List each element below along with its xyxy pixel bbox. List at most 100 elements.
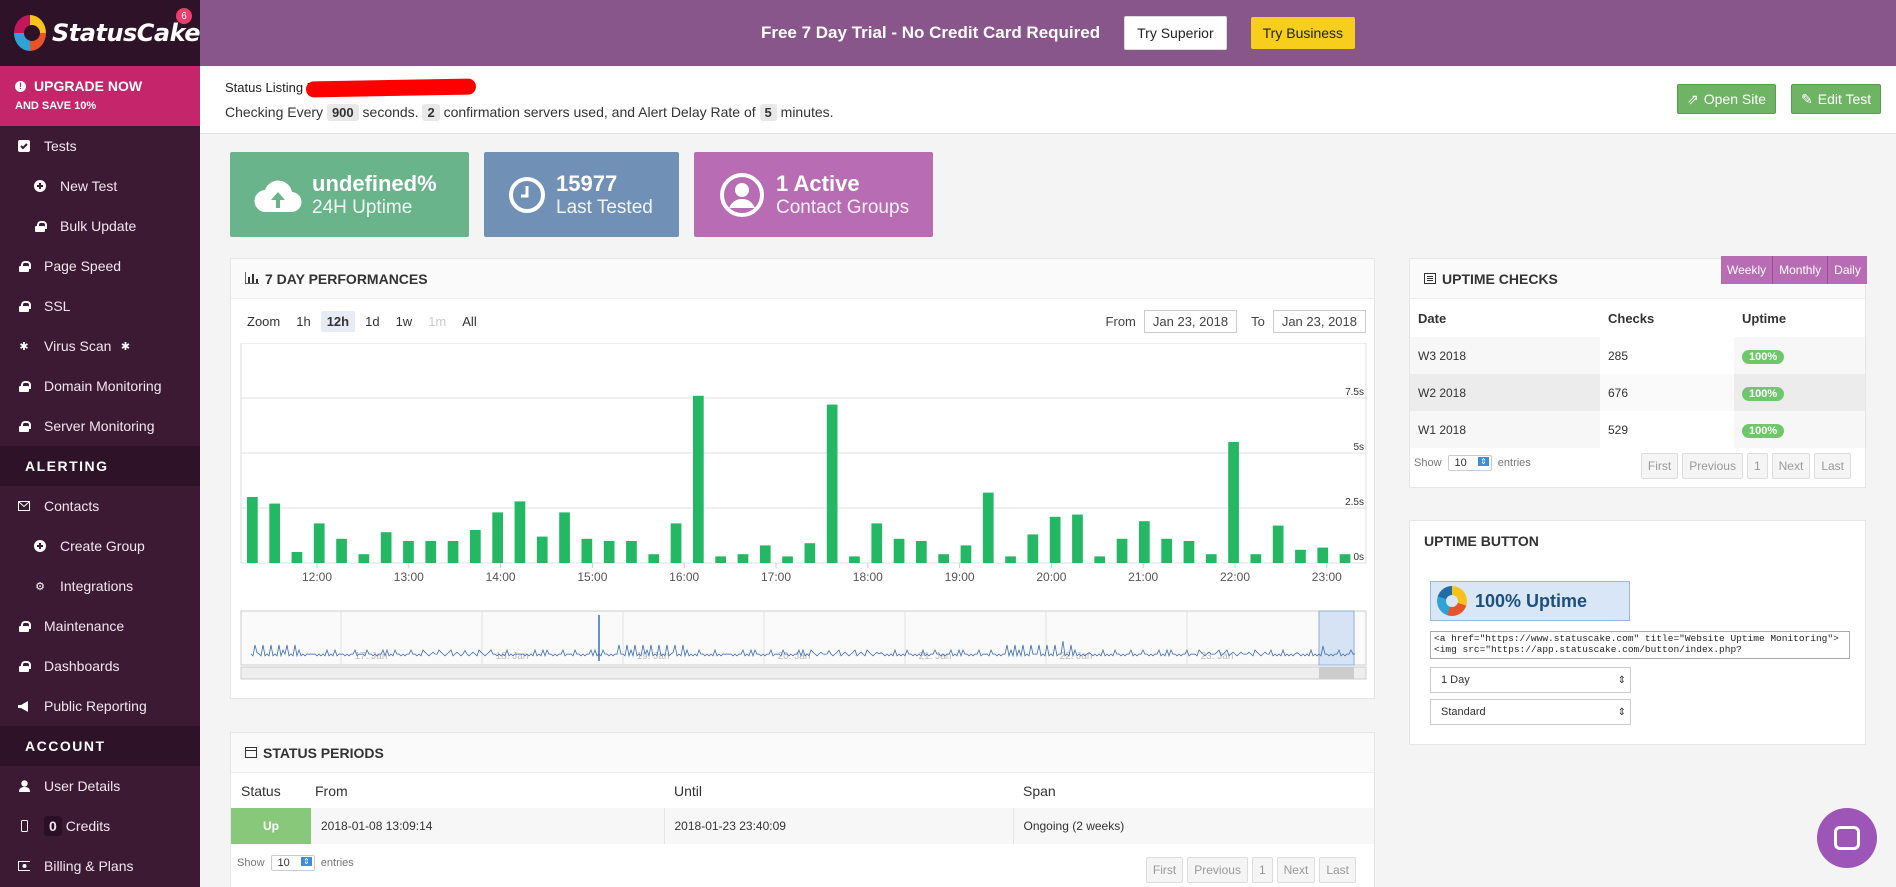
- bar: [1139, 521, 1150, 563]
- zoom-12h-button[interactable]: 12h: [320, 311, 356, 332]
- sidebar-item-tests[interactable]: Tests: [0, 126, 200, 166]
- bullhorn-icon: [18, 700, 30, 712]
- open-site-button[interactable]: ⇗ Open Site: [1677, 84, 1776, 114]
- bar: [1250, 554, 1262, 563]
- bar: [1272, 525, 1284, 563]
- logo[interactable]: StatusCake 6: [0, 0, 201, 66]
- navigator-series-line: [250, 640, 1356, 658]
- x-tick-label: 20:00: [1036, 570, 1066, 584]
- zoom-1d-button[interactable]: 1d: [365, 314, 380, 329]
- sidebar-item-page-speed[interactable]: Page Speed: [0, 246, 200, 286]
- sidebar-item-domain-monitoring[interactable]: Domain Monitoring: [0, 366, 200, 406]
- column-header-span[interactable]: Span: [1023, 782, 1056, 799]
- column-header-date[interactable]: Date: [1418, 310, 1447, 326]
- sidebar-item-contacts[interactable]: Contacts: [0, 486, 200, 526]
- entries-select[interactable]: 10 ⇕: [1447, 455, 1492, 471]
- bar: [804, 543, 816, 563]
- try-superior-button[interactable]: Try Superior: [1124, 16, 1227, 50]
- x-tick-label: 22:00: [1220, 570, 1250, 584]
- uptime-button-panel: UPTIME BUTTON 100% Uptime <a href="https…: [1409, 520, 1866, 745]
- embed-code-textarea[interactable]: <a href="https://www.statuscake.com" tit…: [1430, 631, 1850, 659]
- from-date-input[interactable]: Jan 23, 2018: [1143, 310, 1238, 333]
- uptime-checks-table: Date Checks Uptime W3 2018 285 100% W2 2…: [1410, 299, 1865, 448]
- y-tick-label: 7.5s: [1345, 387, 1364, 398]
- column-header-from[interactable]: From: [315, 782, 348, 799]
- sidebar-item-dashboards[interactable]: Dashboards: [0, 646, 200, 686]
- sidebar-item-credits[interactable]: 0 Credits: [0, 806, 200, 846]
- zoom-1m-button[interactable]: 1m: [428, 314, 447, 329]
- bar: [938, 554, 950, 563]
- date-cell: W2 2018: [1418, 385, 1467, 400]
- to-label: To: [1251, 314, 1265, 329]
- bar: [648, 554, 660, 563]
- bar: [1295, 549, 1306, 563]
- page-1-button[interactable]: 1: [1251, 857, 1273, 883]
- last-page-button[interactable]: Last: [1319, 857, 1356, 883]
- sidebar-item-create-group[interactable]: Create Group: [0, 526, 200, 566]
- sidebar-item-label: Dashboards: [44, 658, 120, 674]
- entries-value: 10: [1454, 457, 1467, 469]
- bar: [470, 530, 481, 563]
- chat-launcher-button[interactable]: [1817, 808, 1877, 868]
- previous-page-button[interactable]: Previous: [1187, 857, 1248, 883]
- check-summary: Checking Every 900 seconds. 2 confirmati…: [225, 104, 834, 121]
- badge-text: 100% Uptime: [1475, 590, 1588, 611]
- zoom-1w-button[interactable]: 1w: [395, 314, 413, 329]
- sidebar-item-billing[interactable]: Billing & Plans: [0, 846, 200, 886]
- column-header-checks[interactable]: Checks: [1608, 310, 1655, 326]
- sidebar-item-public-reporting[interactable]: Public Reporting: [0, 686, 200, 726]
- first-page-button[interactable]: First: [1145, 857, 1184, 883]
- show-label: Show: [1414, 457, 1442, 469]
- period-select[interactable]: 1 Day: [1430, 667, 1631, 693]
- uptime-badge: 100%: [1742, 423, 1785, 438]
- column-header-until[interactable]: Until: [674, 782, 703, 799]
- servers-value: 2: [422, 104, 440, 121]
- last-page-button[interactable]: Last: [1814, 453, 1851, 479]
- page-1-button[interactable]: 1: [1746, 453, 1768, 479]
- lock-icon: [18, 260, 31, 272]
- entries-select[interactable]: 10 ⇕: [270, 855, 315, 871]
- sidebar-item-label: Maintenance: [44, 618, 125, 634]
- try-business-button[interactable]: Try Business: [1250, 17, 1356, 49]
- performance-title: 7 DAY PERFORMANCES: [265, 270, 428, 287]
- next-page-button[interactable]: Next: [1276, 857, 1316, 883]
- sidebar-item-server-monitoring[interactable]: Server Monitoring: [0, 406, 200, 446]
- chat-icon: [1834, 826, 1860, 850]
- sidebar-item-integrations[interactable]: ⚙ Integrations: [0, 566, 200, 606]
- sidebar-item-maintenance[interactable]: Maintenance: [0, 606, 200, 646]
- first-page-button[interactable]: First: [1640, 453, 1679, 479]
- alert-icon: !: [15, 80, 26, 92]
- x-tick-label: 18:00: [853, 570, 883, 584]
- user-icon: [18, 780, 30, 792]
- zoom-all-button[interactable]: All: [462, 314, 477, 329]
- column-header-uptime[interactable]: Uptime: [1742, 310, 1787, 326]
- sidebar-item-ssl[interactable]: SSL: [0, 286, 200, 326]
- notification-badge[interactable]: 6: [176, 8, 192, 24]
- to-date-input[interactable]: Jan 23, 2018: [1272, 310, 1366, 333]
- sidebar-item-user-details[interactable]: User Details: [0, 766, 200, 806]
- previous-page-button[interactable]: Previous: [1682, 453, 1743, 479]
- status-periods-panel: STATUS PERIODS Status From Until Span Up…: [230, 732, 1375, 887]
- navigator-label: 23. Jan: [1201, 651, 1234, 662]
- sidebar-item-virus-scan[interactable]: ✱ Virus Scan ✱: [0, 326, 200, 366]
- next-page-button[interactable]: Next: [1771, 453, 1811, 479]
- performance-chart[interactable]: 0s 2.5s 5s 7.5s 12:00 13:00 14:00 15:00 16:00 17:…: [231, 343, 1376, 693]
- bar: [893, 538, 905, 563]
- column-header-status[interactable]: Status: [241, 782, 281, 799]
- lock-icon: [18, 380, 31, 392]
- tab-monthly[interactable]: Monthly: [1773, 256, 1829, 284]
- tab-weekly[interactable]: Weekly: [1721, 256, 1774, 284]
- sidebar-item-new-test[interactable]: New Test: [0, 166, 200, 206]
- y-tick-label: 5s: [1353, 442, 1364, 453]
- page-title: Status Listing For: [225, 80, 327, 95]
- sidebar-item-bulk-update[interactable]: Bulk Update: [0, 206, 200, 246]
- uptime-badge-preview[interactable]: 100% Uptime: [1430, 581, 1630, 621]
- tab-daily[interactable]: Daily: [1828, 256, 1867, 284]
- edit-test-button[interactable]: ✎ Edit Test: [1791, 84, 1882, 114]
- select-arrow-icon: ⇕: [1478, 457, 1489, 466]
- upgrade-banner[interactable]: ! UPGRADE NOW AND SAVE 10%: [0, 66, 200, 126]
- uptime-checks-panel: UPTIME CHECKS Date Checks Uptime W3 2018…: [1409, 258, 1866, 488]
- style-select[interactable]: Standard: [1430, 699, 1631, 725]
- zoom-1h-button[interactable]: 1h: [296, 314, 311, 329]
- summary-text: seconds.: [362, 104, 419, 120]
